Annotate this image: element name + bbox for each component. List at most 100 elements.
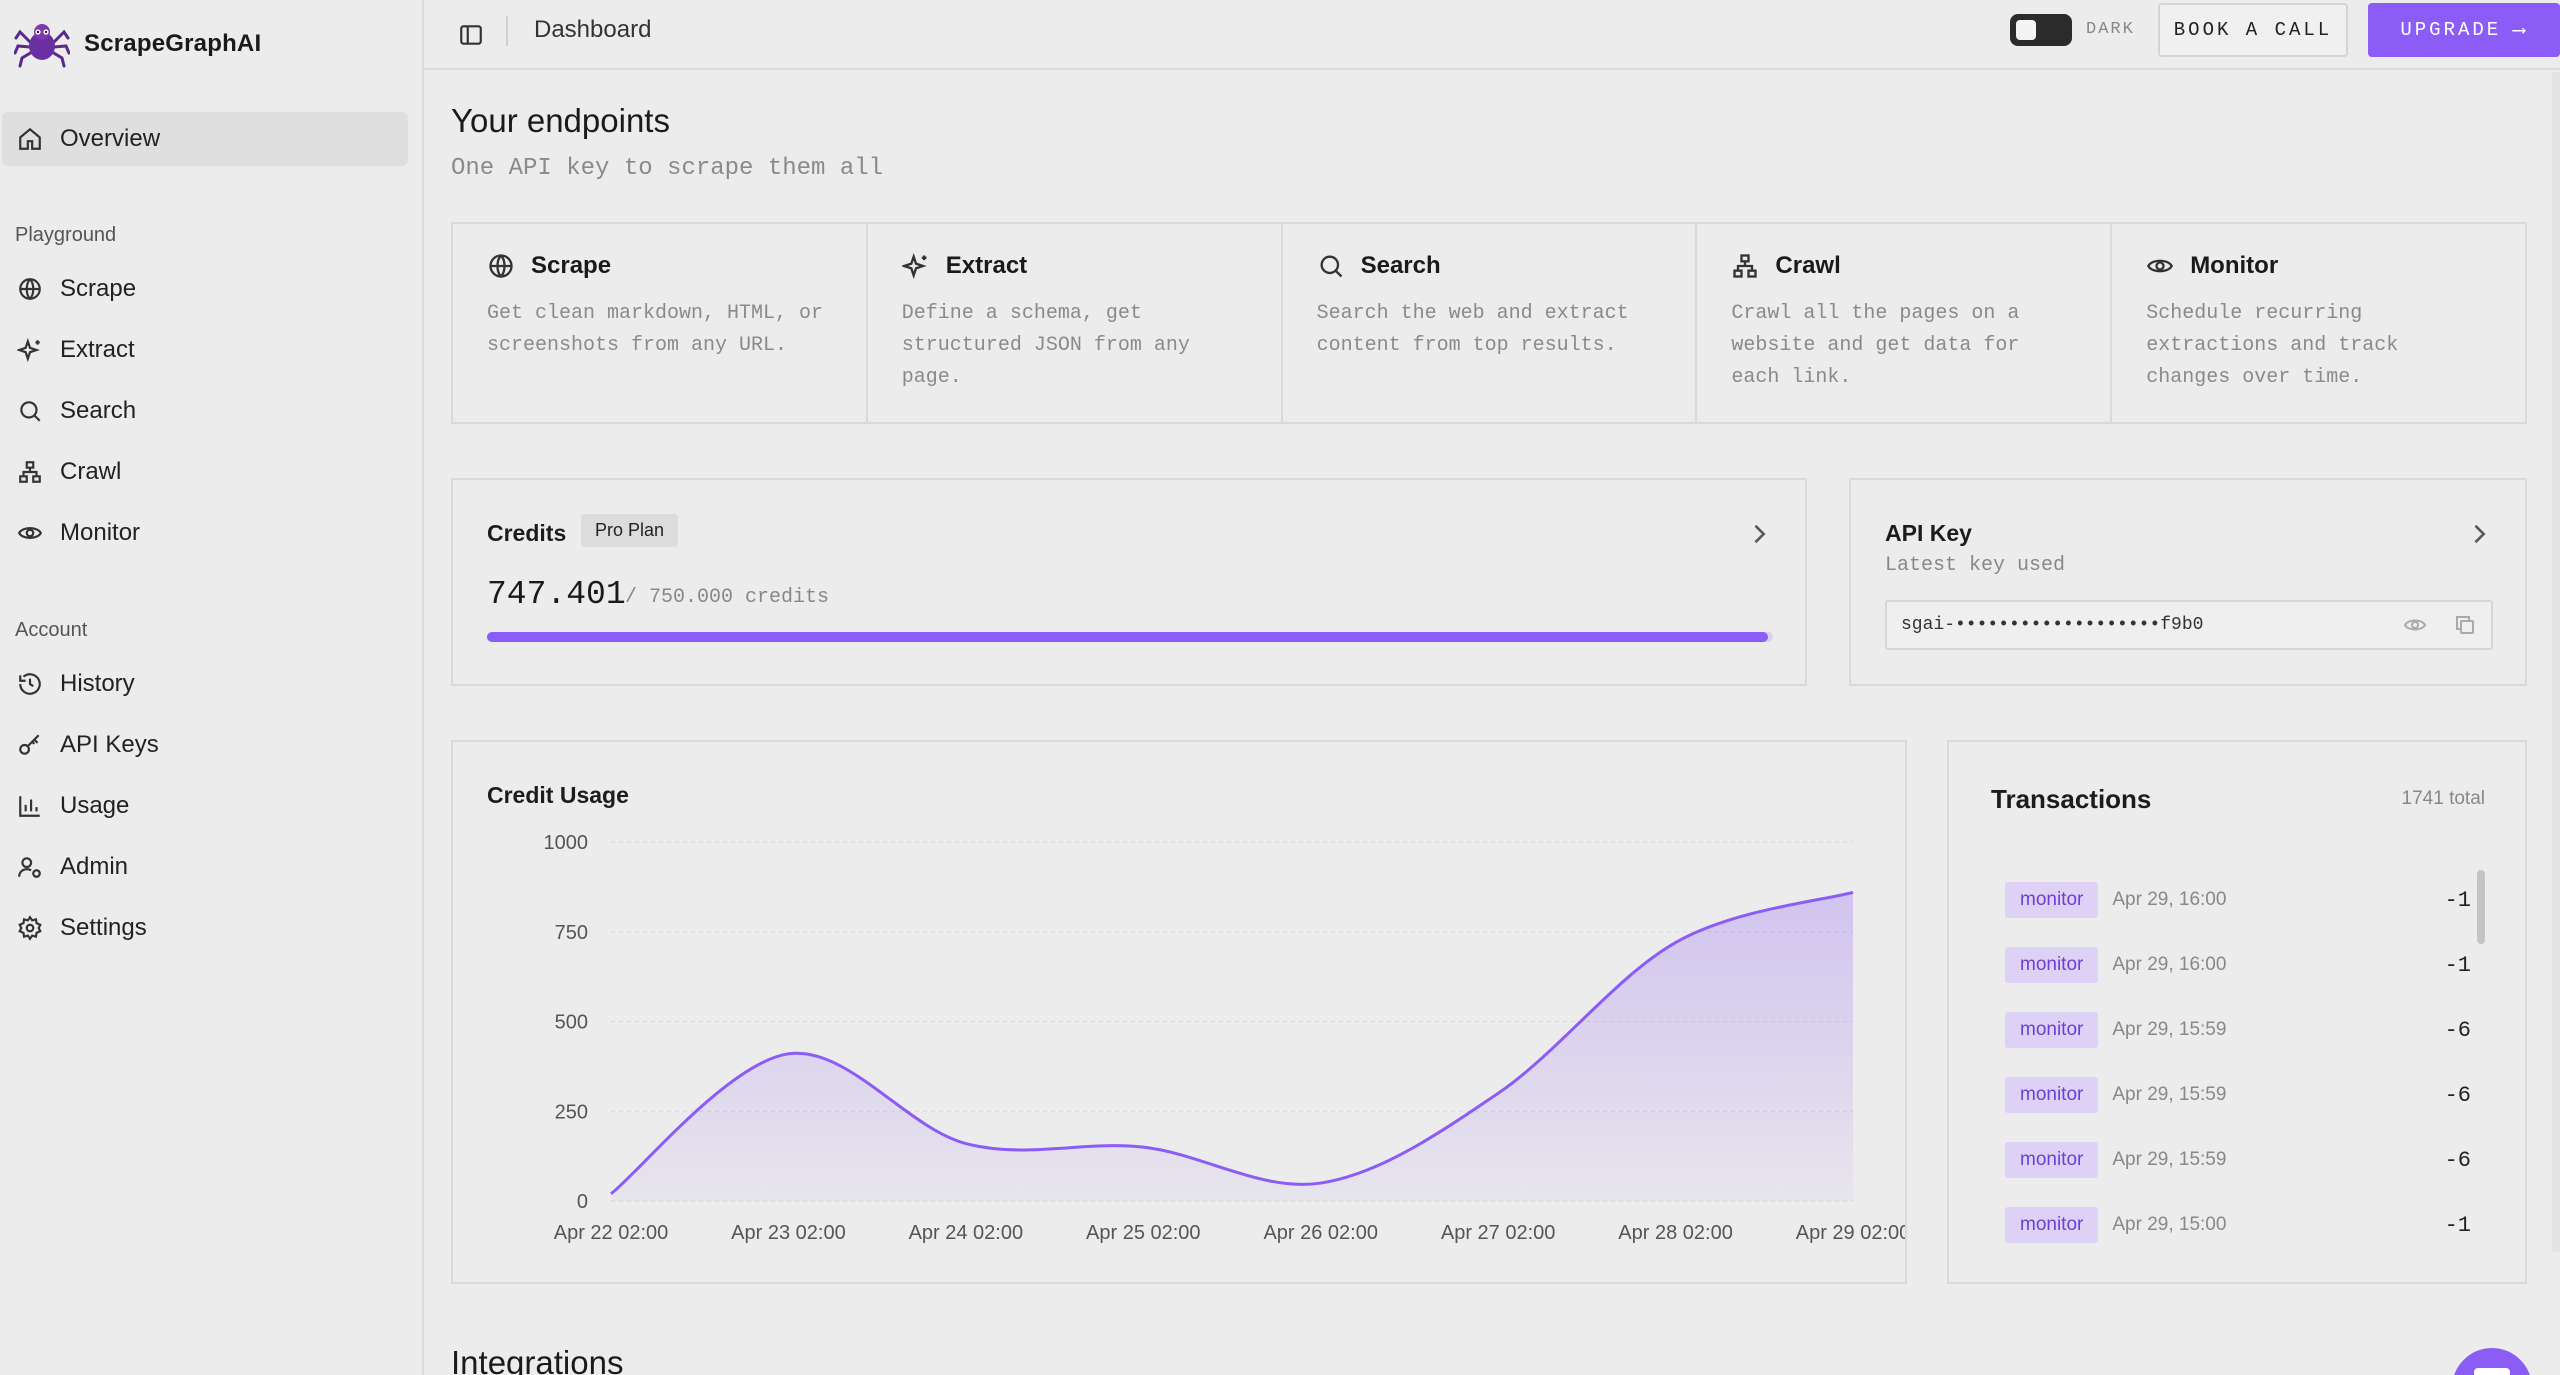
transactions-title: Transactions [1991, 784, 2152, 814]
endpoint-card-monitor[interactable]: Monitor Schedule recurring extractions a… [2112, 224, 2525, 422]
credits-progress-fill [487, 632, 1769, 642]
chevron-right-icon[interactable] [1745, 520, 1773, 548]
api-key-card[interactable]: API Key Latest key used sgai-•••••••••••… [1849, 478, 2527, 686]
endpoint-card-extract[interactable]: Extract Define a schema, get structured … [868, 224, 1283, 422]
endpoint-card-crawl[interactable]: Crawl Crawl all the pages on a website a… [1697, 224, 2113, 422]
transactions-total: 1741 total [2401, 788, 2485, 809]
x-tick-label: Apr 25 02:00 [1086, 1222, 1201, 1244]
globe-icon [489, 254, 513, 279]
sidebar: ScrapeGraphAI Overview Playground Scrape… [0, 0, 424, 1375]
endpoint-card-scrape[interactable]: Scrape Get clean markdown, HTML, or scre… [453, 224, 868, 422]
transaction-amount: -1 [2444, 952, 2471, 978]
page-title: Dashboard [534, 16, 652, 43]
endpoints-subtitle: One API key to scrape them all [451, 155, 884, 182]
transaction-row[interactable]: monitor Apr 29, 15:59 -6 [2005, 1140, 2471, 1180]
api-key-field[interactable]: sgai-•••••••••••••••••••f9b0 [1885, 600, 2493, 650]
x-tick-label: Apr 27 02:00 [1441, 1222, 1556, 1244]
search-icon [16, 397, 44, 425]
y-tick-label: 750 [555, 922, 588, 944]
globe-icon [16, 275, 44, 303]
page-scrollbar[interactable] [2552, 72, 2560, 1252]
endpoint-title: Monitor [2190, 252, 2279, 279]
transaction-type-badge: monitor [2005, 1077, 2099, 1113]
sidebar-item-monitor[interactable]: Monitor [2, 506, 408, 560]
home-icon [16, 125, 44, 153]
y-tick-label: 250 [555, 1101, 588, 1123]
credits-progress-bar [487, 632, 1773, 642]
sidebar-item-label: Monitor [60, 519, 141, 546]
endpoint-description: Schedule recurring extractions and track… [2146, 302, 2399, 389]
transaction-row[interactable]: monitor Apr 29, 15:59 -6 [2005, 1075, 2471, 1115]
y-tick-label: 500 [555, 1012, 588, 1034]
x-tick-label: Apr 28 02:00 [1618, 1222, 1733, 1244]
chat-launcher-button[interactable] [2452, 1348, 2532, 1375]
dark-mode-toggle[interactable] [2010, 14, 2072, 46]
transaction-row[interactable]: monitor Apr 29, 16:00 -1 [2005, 880, 2471, 920]
transactions-card: Transactions 1741 total monitor Apr 29, 1… [1947, 740, 2527, 1284]
panel-left-icon [460, 25, 482, 45]
integrations-title: Integrations [451, 1344, 624, 1375]
sparkles-icon [16, 336, 44, 364]
book-a-call-button[interactable]: BOOK A CALL [2158, 3, 2348, 57]
transaction-row[interactable]: monitor Apr 29, 15:00 -1 [2005, 1205, 2471, 1245]
y-tick-label: 0 [577, 1191, 588, 1213]
plan-badge: Pro Plan [581, 514, 679, 547]
sidebar-item-admin[interactable]: Admin [2, 840, 408, 894]
sidebar-item-settings[interactable]: Settings [2, 901, 408, 955]
upgrade-button[interactable]: UPGRADE ⟶ [2368, 3, 2560, 57]
sidebar-item-usage[interactable]: Usage [2, 779, 408, 833]
sidebar-item-search[interactable]: Search [2, 384, 408, 438]
sidebar-item-overview[interactable]: Overview [2, 112, 408, 166]
sidebar-item-history[interactable]: History [2, 657, 408, 711]
sidebar-item-label: API Keys [60, 731, 159, 758]
copy-icon[interactable] [2453, 613, 2477, 637]
sidebar-item-label: Search [60, 397, 137, 424]
transactions-scrollbar[interactable] [2477, 870, 2485, 944]
credit-usage-chart: 0 250 500 750 1000 Apr 22 02:00 Apr 23 02:00 Ap… [544, 832, 1906, 1244]
usage-area [611, 892, 1853, 1201]
credits-value: 747.401 [487, 576, 626, 613]
api-key-label: API Key [1885, 520, 1972, 546]
transaction-row[interactable]: monitor Apr 29, 15:59 -6 [2005, 1010, 2471, 1050]
transaction-row[interactable]: monitor Apr 29, 16:00 -1 [2005, 945, 2471, 985]
sidebar-item-extract[interactable]: Extract [2, 323, 408, 377]
endpoint-title: Search [1360, 252, 1441, 279]
transaction-amount: -6 [2444, 1147, 2471, 1173]
sidebar-toggle-button[interactable] [452, 16, 490, 54]
sidebar-item-crawl[interactable]: Crawl [2, 445, 408, 499]
endpoint-title: Crawl [1775, 252, 1841, 279]
chevron-right-icon[interactable] [2465, 520, 2493, 548]
brand[interactable]: ScrapeGraphAI [14, 20, 261, 68]
key-icon [16, 731, 44, 759]
endpoint-title: Scrape [531, 252, 612, 279]
eye-icon [2147, 259, 2174, 273]
x-tick-label: Apr 23 02:00 [731, 1222, 846, 1244]
sidebar-item-label: Scrape [60, 275, 137, 302]
credits-card[interactable]: Credits Pro Plan 747.401 / 750.000 credi… [451, 478, 1807, 686]
sidebar-section-account: Account [15, 619, 88, 641]
sidebar-item-label: Overview [60, 125, 161, 152]
top-bar: Dashboard DARK BOOK A CALL UPGRADE ⟶ [424, 0, 2560, 70]
eye-icon[interactable] [2403, 613, 2427, 637]
sidebar-item-label: Settings [60, 914, 147, 941]
endpoint-card-search[interactable]: Search Search the web and extract conten… [1283, 224, 1698, 422]
gear-icon [16, 914, 44, 942]
transaction-amount: -1 [2444, 887, 2471, 913]
sidebar-item-api-keys[interactable]: API Keys [2, 718, 408, 772]
x-tick-label: Apr 22 02:00 [554, 1222, 669, 1244]
y-tick-label: 1000 [544, 832, 589, 854]
transaction-time: Apr 29, 16:00 [2112, 889, 2227, 910]
sidebar-item-label: Admin [60, 853, 129, 880]
endpoint-description: Search the web and extract content from … [1316, 302, 1629, 357]
transaction-type-badge: monitor [2005, 882, 2099, 918]
transaction-time: Apr 29, 15:59 [2112, 1019, 2227, 1040]
network-icon [16, 458, 44, 486]
sidebar-section-playground: Playground [15, 224, 117, 246]
sparkles-icon [901, 252, 927, 280]
sidebar-item-label: History [60, 670, 135, 697]
header-divider [506, 16, 508, 46]
dark-mode-label: DARK [2086, 20, 2135, 39]
chart-title: Credit Usage [487, 782, 629, 808]
sidebar-item-scrape[interactable]: Scrape [2, 262, 408, 316]
endpoints-title: Your endpoints [451, 102, 670, 139]
